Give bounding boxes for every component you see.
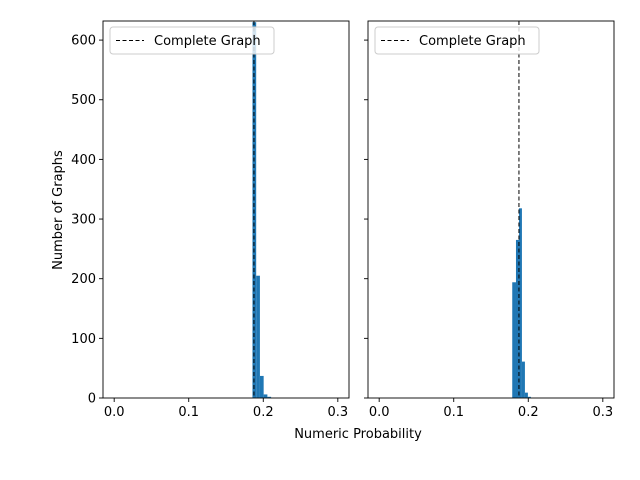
histogram-bar: [259, 375, 264, 398]
y-tick-label: 500: [71, 93, 96, 108]
x-tick-label: 0.0: [104, 405, 125, 420]
legend-box: [109, 26, 275, 55]
y-tick-label: 0: [88, 392, 96, 407]
y-tick-label: 600: [71, 34, 96, 49]
y-tick-label: 400: [71, 153, 96, 168]
y-tick-label: 300: [71, 213, 96, 228]
legend-label: Complete Graph: [154, 34, 261, 49]
histogram-bar: [267, 396, 272, 398]
histogram-bar: [256, 275, 260, 398]
histogram-bar: [518, 208, 522, 398]
x-tick-label: 0.3: [327, 405, 348, 420]
y-tick-label: 100: [71, 332, 96, 347]
x-tick-label: 0.2: [518, 405, 539, 420]
axes-frame: [367, 20, 615, 399]
x-tick-label: 0.1: [443, 405, 464, 420]
x-axis-label: Numeric Probability: [294, 427, 422, 442]
x-tick-label: 0.2: [253, 405, 274, 420]
y-tick-label: 200: [71, 272, 96, 287]
histogram-bar: [524, 392, 528, 398]
histogram-bar: [527, 396, 531, 398]
histogram-bar: [521, 361, 525, 398]
right-histogram-panel: 0.0 0.1 0.2 0.3 Complete Graph: [364, 20, 615, 420]
legend-label: Complete Graph: [419, 34, 526, 49]
histogram-bar: [512, 282, 516, 398]
x-tick-label: 0.3: [592, 405, 613, 420]
x-tick-label: 0.1: [178, 405, 199, 420]
y-axis-label: Number of Graphs: [51, 150, 66, 270]
left-histogram-panel: 0.0 0.1 0.2 0.3 0 100 200 300 400 500 600 Complete …: [71, 20, 350, 420]
axes-frame: [102, 20, 350, 399]
legend-box: [374, 26, 540, 55]
histogram-bar: [515, 239, 519, 398]
histogram-bar: [263, 394, 268, 398]
x-tick-label: 0.0: [369, 405, 390, 420]
